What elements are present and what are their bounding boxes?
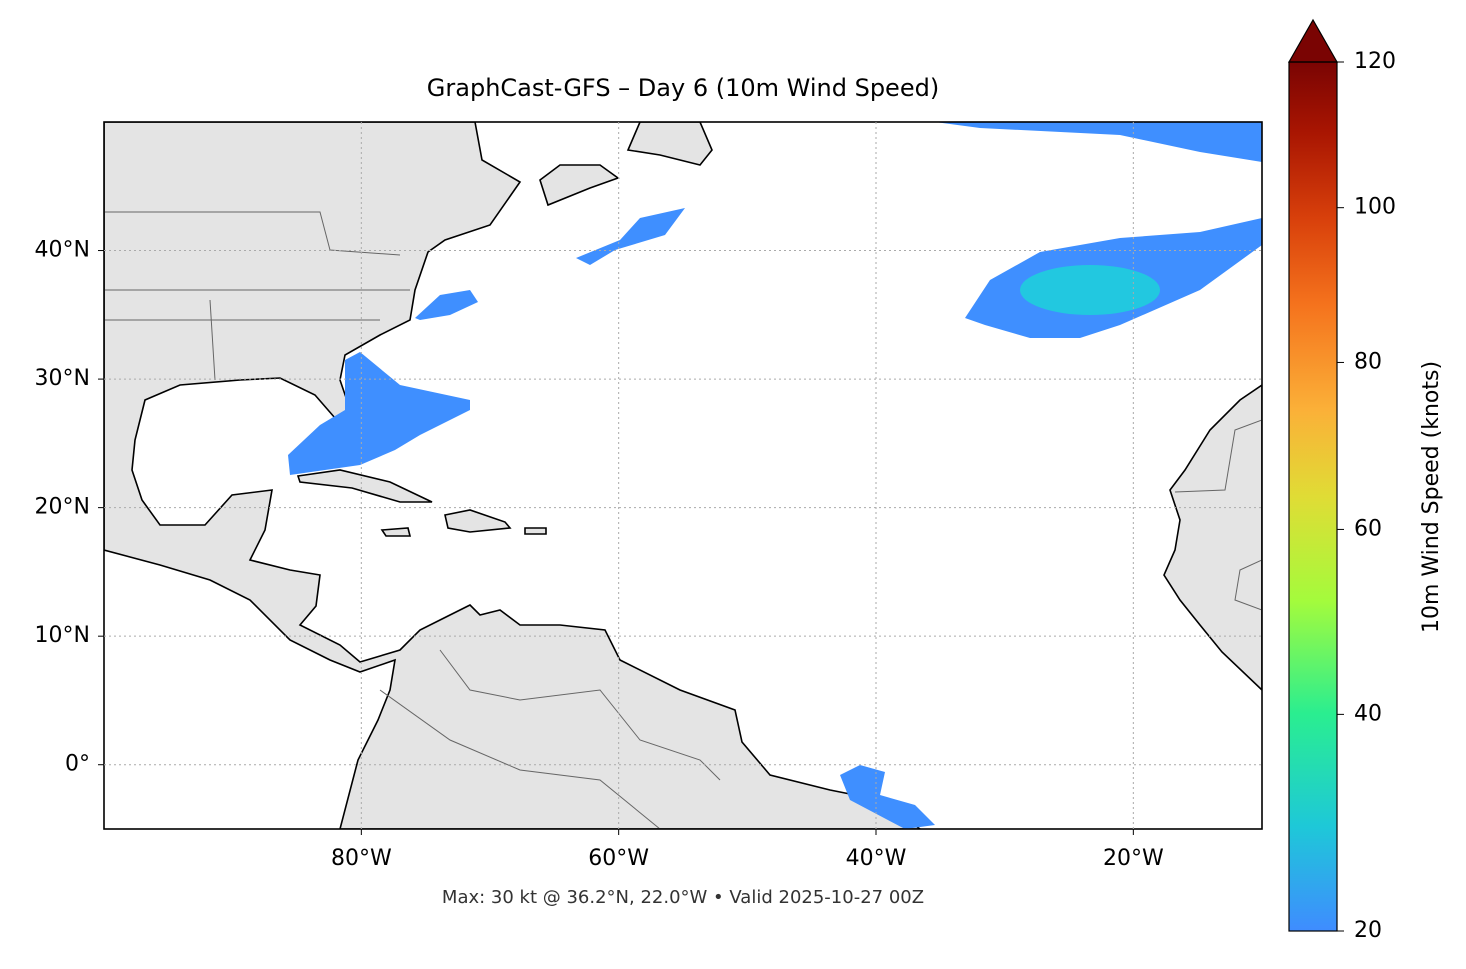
greenland-edge: [626, 122, 713, 166]
map-title: GraphCast-GFS – Day 6 (10m Wind Speed): [427, 74, 939, 102]
americas: [104, 122, 922, 829]
state-borders: [209, 299, 216, 381]
country-borders: [379, 689, 661, 829]
colorbar-tick-label: 120: [1354, 49, 1396, 74]
colorbar-tick-label: 80: [1354, 349, 1382, 374]
country-borders: [1234, 559, 1262, 611]
wind-area: [288, 352, 470, 475]
map-footer: Max: 30 kt @ 36.2°N, 22.0°W • Valid 2025…: [442, 887, 924, 908]
colorbar-tick-label: 60: [1354, 516, 1382, 541]
puerto-rico: [524, 527, 547, 535]
colorbar-extend: [1287, 18, 1339, 63]
y-tick-label: 0°: [65, 752, 90, 777]
africa: [1163, 384, 1262, 692]
hispaniola: [444, 509, 512, 533]
x-tick-label: 20°W: [1103, 846, 1164, 871]
colorbar: [1289, 62, 1337, 931]
y-tick-label: 40°N: [35, 238, 90, 263]
x-tick-label: 80°W: [331, 846, 392, 871]
wind-area: [935, 122, 1262, 162]
wind-core: [1020, 265, 1160, 315]
y-tick-label: 20°N: [35, 495, 90, 520]
y-tick-label: 10°N: [35, 623, 90, 648]
colorbar-tick-label: 40: [1354, 701, 1382, 726]
colorbar-tick-label: 100: [1354, 195, 1396, 220]
country-borders: [1174, 419, 1262, 493]
wind-area: [415, 290, 478, 320]
colorbar-frame: [1288, 61, 1338, 932]
state-borders: [104, 211, 401, 256]
x-tick-label: 40°W: [846, 846, 907, 871]
colorbar-tick-label: 20: [1354, 918, 1382, 943]
map-frame: [103, 121, 1263, 830]
wind-area: [840, 765, 935, 829]
newfoundland: [539, 164, 620, 207]
colorbar-label: 10m Wind Speed (knots): [1419, 361, 1444, 633]
jamaica: [380, 527, 412, 537]
country-borders: [439, 649, 721, 781]
wind-area: [576, 208, 685, 265]
map-area: [104, 122, 1262, 829]
y-tick-label: 30°N: [35, 366, 90, 391]
cuba: [296, 469, 433, 503]
x-tick-label: 60°W: [588, 846, 649, 871]
